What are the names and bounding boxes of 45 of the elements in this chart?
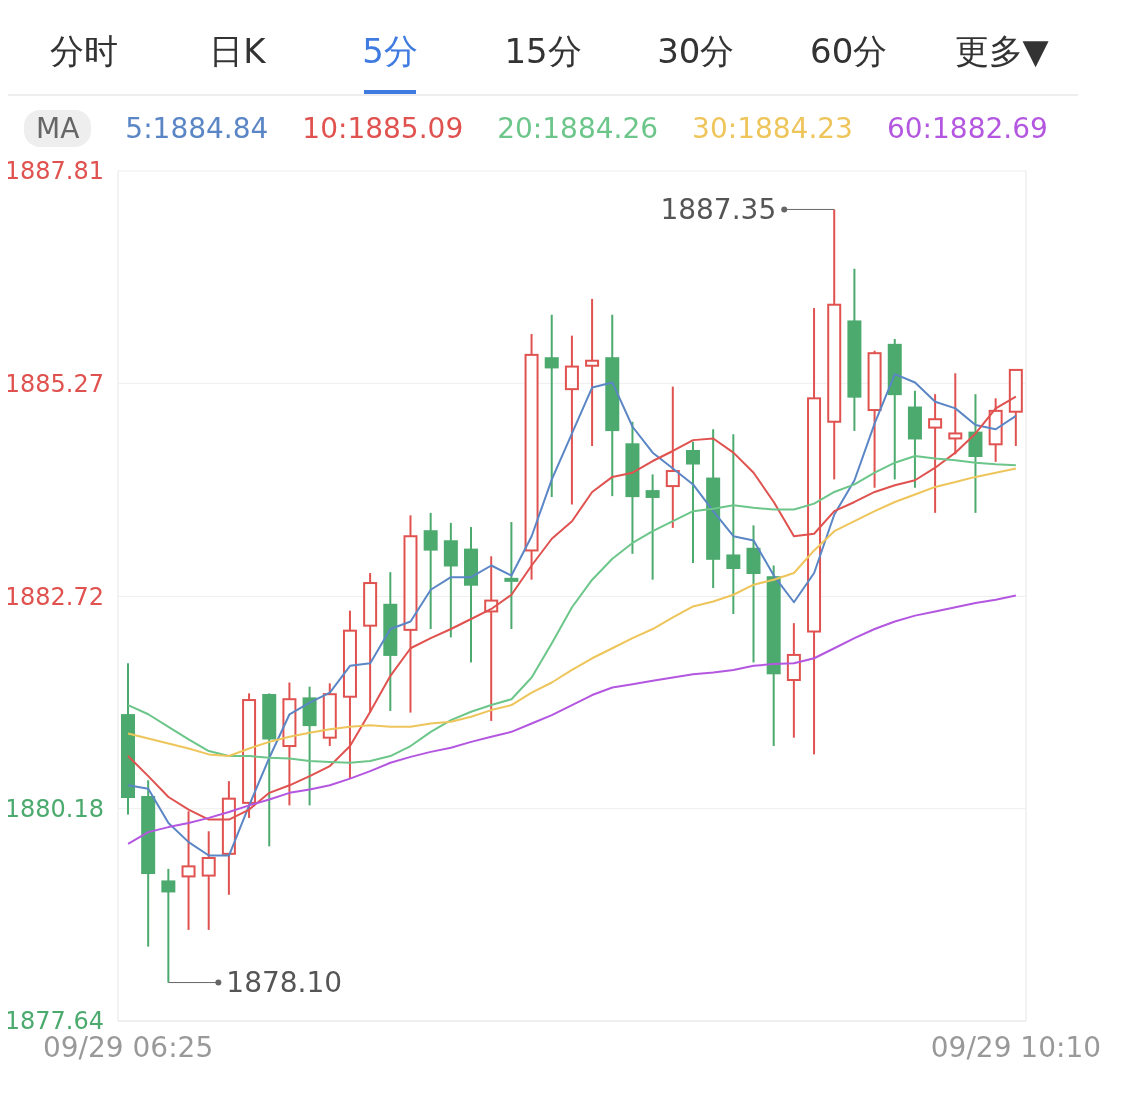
candlestick — [827, 208, 842, 481]
y-tick-label: 1882.72 — [4, 582, 104, 611]
annotation: 1878.10 — [226, 966, 343, 1000]
candlestick — [645, 473, 660, 581]
candlestick — [504, 521, 519, 631]
candlestick — [746, 524, 761, 664]
candlestick — [605, 313, 620, 498]
candlestick — [443, 521, 458, 639]
text: 15分 — [503, 30, 583, 73]
text: 60:1882.69 — [886, 112, 1048, 145]
y-tick-label: 1887.81 — [4, 157, 104, 186]
candlestick — [201, 830, 216, 931]
candlestick — [585, 297, 600, 447]
text: 20:1884.26 — [497, 112, 659, 145]
text: 分时 — [49, 30, 120, 73]
text: 30:1884.23 — [692, 112, 853, 145]
candlestick — [706, 428, 721, 590]
candlestick — [464, 526, 479, 664]
candlestick — [383, 571, 398, 712]
candlestick — [423, 511, 438, 631]
text: 10:1885.09 — [302, 112, 464, 145]
text: 日K — [208, 30, 267, 73]
candlestick — [342, 609, 357, 780]
candlestick — [786, 622, 801, 739]
candlestick — [544, 313, 559, 498]
candlestick — [625, 420, 640, 555]
candlestick — [968, 393, 983, 514]
x-tick-label: 09/29 10:10 — [930, 1030, 1102, 1064]
y-tick-label: 1880.18 — [4, 795, 104, 824]
text: 30分 — [656, 30, 736, 73]
candlestick — [363, 572, 378, 714]
candlestick — [403, 514, 418, 714]
candlestick — [907, 389, 922, 489]
candlestick — [726, 433, 741, 615]
candlestick — [564, 334, 579, 506]
text: 5:1884.84 — [125, 112, 269, 145]
text: 60分 — [809, 30, 889, 73]
candlestick — [847, 267, 862, 432]
annotation: 1887.35 — [660, 193, 777, 227]
text: 5分 — [361, 30, 419, 73]
y-tick-label: 1885.27 — [4, 369, 104, 398]
legend-title: MA — [24, 110, 92, 147]
text: 更多▼ — [953, 30, 1050, 73]
candlestick — [121, 662, 135, 816]
line-series — [127, 594, 1017, 845]
